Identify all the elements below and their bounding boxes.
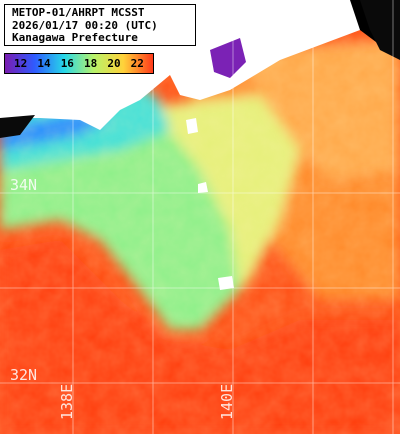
latitude-label-32n: 32N [10, 366, 38, 384]
latitude-label-34n: 34N [10, 176, 38, 194]
longitude-label-140e: 140E [218, 383, 236, 420]
miyakejima-island [218, 276, 234, 290]
izu-oshima-island [186, 118, 198, 134]
scale-label-12: 12 [14, 57, 28, 70]
region-name: Kanagawa Prefecture [12, 31, 138, 44]
scale-label-16: 16 [60, 57, 74, 70]
observation-datetime: 2026/01/17 00:20 (UTC) [12, 18, 158, 32]
niijima-island [198, 182, 208, 193]
info-box: METOP-01/AHRPT MCSST 2026/01/17 00:20 (U… [4, 4, 196, 46]
scale-label-18: 18 [84, 57, 98, 70]
tokyo-bay-cold-water [210, 38, 246, 78]
scale-label-20: 20 [107, 57, 121, 70]
dark-land-topright [360, 0, 400, 60]
temperature-color-scale: 12 14 16 18 20 22 [4, 53, 154, 74]
longitude-label-138e: 138E [58, 383, 76, 420]
scale-label-14: 14 [37, 57, 51, 70]
satellite-product-label: METOP-01/AHRPT MCSST [12, 6, 145, 19]
dark-land-left [0, 115, 35, 138]
scale-label-22: 22 [130, 57, 144, 70]
